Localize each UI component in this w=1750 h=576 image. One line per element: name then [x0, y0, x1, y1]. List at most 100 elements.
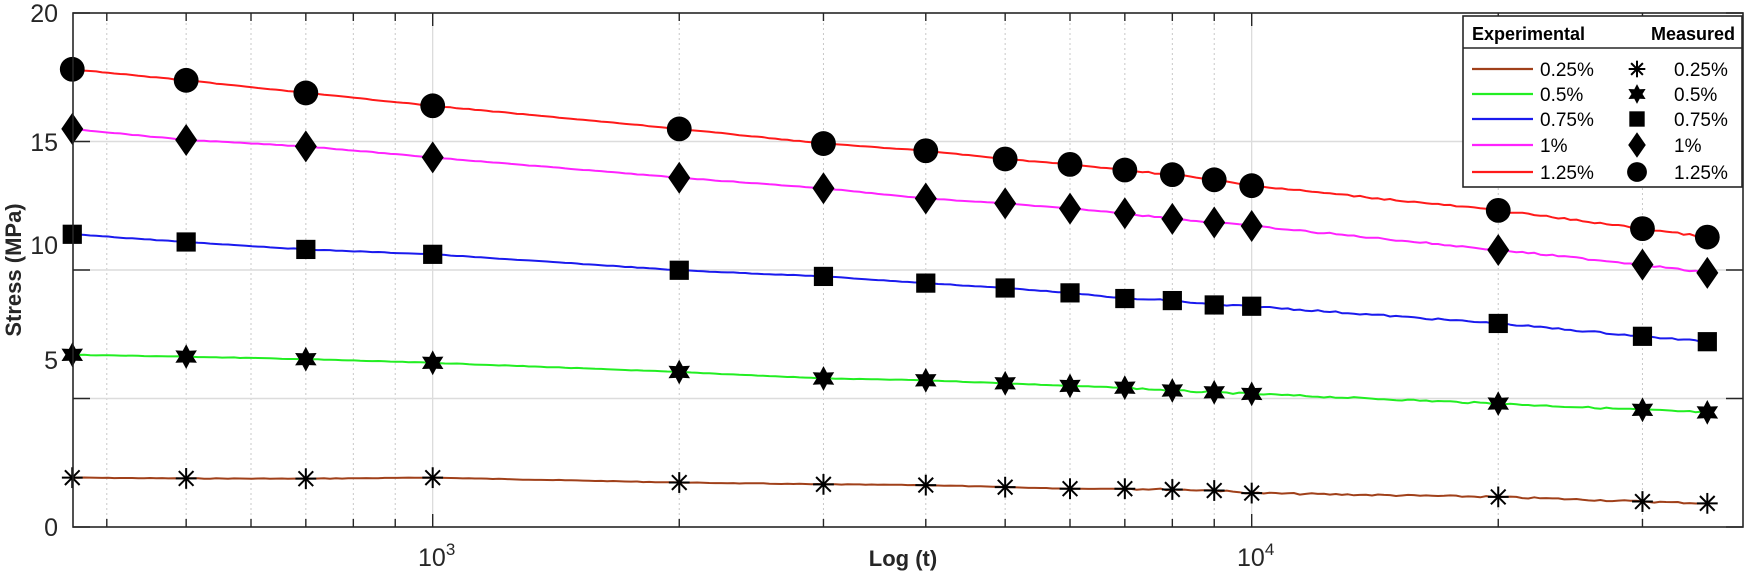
diamond-marker-icon — [1240, 210, 1263, 243]
hexagram-marker-icon — [1241, 381, 1263, 407]
hexagram-marker-icon — [668, 359, 690, 385]
square-marker-icon — [296, 239, 316, 260]
circle-marker-icon — [666, 116, 692, 142]
legend-exp-label: 0.75% — [1540, 110, 1594, 131]
legend-symbols — [1472, 60, 1647, 182]
asterisk-marker-icon — [1203, 480, 1225, 501]
asterisk-marker-icon — [1161, 479, 1183, 500]
circle-marker-icon — [1239, 173, 1265, 199]
hexagram-marker-icon — [1203, 379, 1225, 405]
square-marker-icon — [1204, 295, 1224, 315]
y-tick-label: 0 — [44, 514, 58, 542]
circle-marker-icon — [1694, 224, 1720, 250]
legend: Experimental Measured 0.25% 0.25% 0.5% 0… — [1462, 15, 1743, 188]
circle-marker-icon — [420, 93, 446, 119]
diamond-marker-icon — [175, 123, 198, 156]
square-marker-icon — [1629, 111, 1645, 127]
series-line-1 — [72, 127, 1708, 274]
legend-meas-label: 0.25% — [1674, 60, 1728, 81]
square-marker-icon — [1242, 296, 1262, 316]
legend-exp-label: 1.25% — [1540, 163, 1594, 184]
square-marker-icon — [423, 244, 443, 264]
x-tick-label-1e3: 103 — [418, 540, 455, 572]
asterisk-marker-icon — [994, 476, 1016, 498]
square-marker-icon — [1060, 283, 1080, 303]
asterisk-marker-icon — [1628, 60, 1646, 78]
diamond-marker-icon — [294, 130, 317, 163]
y-tick-label: 5 — [44, 347, 58, 375]
asterisk-marker-icon — [813, 473, 834, 495]
diamond-marker-icon — [994, 187, 1017, 220]
legend-header-measured: Measured — [1651, 24, 1735, 44]
hexagram-marker-icon — [1631, 397, 1654, 423]
y-tick-label: 20 — [30, 0, 58, 28]
diamond-marker-icon — [421, 141, 444, 174]
hexagram-marker-icon — [1696, 400, 1719, 425]
square-marker-icon — [176, 232, 196, 252]
hexagram-marker-icon — [812, 366, 835, 391]
asterisk-marker-icon — [1114, 478, 1136, 500]
circle-marker-icon — [913, 138, 939, 164]
circle-marker-icon — [1201, 167, 1227, 193]
circle-marker-icon — [1627, 162, 1647, 182]
hexagram-marker-icon — [175, 344, 197, 369]
circle-marker-icon — [293, 80, 319, 106]
diamond-marker-icon — [1059, 192, 1082, 225]
square-marker-icon — [1697, 332, 1717, 352]
square-marker-icon — [1632, 326, 1653, 346]
legend-rows: 0.25% 0.25% 0.5% 0.5% 0.75% 0.75% 1% 1% … — [1540, 60, 1728, 184]
square-marker-icon — [1162, 290, 1182, 311]
circle-marker-icon — [811, 131, 836, 156]
hexagram-marker-icon — [1487, 391, 1509, 416]
series-line-05 — [72, 353, 1708, 414]
diamond-marker-icon — [1628, 132, 1646, 158]
circle-marker-icon — [173, 67, 199, 93]
x-axis-title: Log (t) — [869, 546, 937, 571]
asterisk-marker-icon — [1487, 486, 1509, 508]
y-tick-label: 15 — [30, 129, 58, 157]
diamond-marker-icon — [1487, 233, 1510, 266]
asterisk-marker-icon — [175, 468, 197, 489]
hexagram-marker-icon — [915, 367, 937, 393]
x-tick-labels: 103 104 — [418, 540, 1274, 572]
series-line-125 — [72, 68, 1708, 239]
legend-meas-label: 1% — [1674, 136, 1702, 157]
y-axis-title: Stress (MPa) — [1, 203, 26, 336]
legend-meas-label: 1.25% — [1674, 163, 1728, 184]
square-marker-icon — [1488, 313, 1508, 334]
asterisk-marker-icon — [295, 468, 317, 490]
series-lines — [72, 68, 1708, 505]
y-tick-labels: 0 5 10 15 20 — [30, 0, 58, 542]
circle-marker-icon — [992, 146, 1018, 172]
diamond-marker-icon — [1161, 202, 1184, 235]
hexagram-marker-icon — [1114, 375, 1136, 401]
circle-marker-icon — [1630, 216, 1655, 242]
circle-marker-icon — [1112, 157, 1138, 183]
series-line-075 — [72, 233, 1708, 343]
legend-exp-label: 0.25% — [1540, 60, 1594, 81]
square-marker-icon — [813, 266, 834, 287]
circle-marker-icon — [1159, 162, 1185, 188]
hexagram-marker-icon — [1059, 373, 1081, 399]
series-line-025 — [72, 476, 1708, 505]
asterisk-marker-icon — [1696, 492, 1718, 514]
axis-ticks — [73, 12, 1743, 528]
diamond-marker-icon — [1113, 197, 1136, 230]
square-marker-icon — [669, 260, 689, 280]
legend-meas-label: 0.75% — [1674, 110, 1728, 131]
hexagram-marker-icon — [1161, 378, 1184, 403]
diamond-marker-icon — [914, 182, 937, 215]
diamond-marker-icon — [1631, 248, 1654, 281]
hexagram-marker-icon — [1628, 84, 1646, 104]
asterisk-marker-icon — [422, 467, 444, 489]
asterisk-marker-icon — [1632, 491, 1653, 512]
square-marker-icon — [1115, 288, 1135, 309]
y-tick-label: 10 — [30, 232, 58, 260]
circle-marker-icon — [1057, 151, 1083, 177]
asterisk-marker-icon — [668, 472, 690, 493]
circle-marker-icon — [1485, 197, 1511, 223]
legend-box — [1462, 15, 1743, 188]
diamond-marker-icon — [812, 172, 835, 205]
legend-header-experimental: Experimental — [1472, 24, 1585, 44]
x-tick-label-1e4: 104 — [1237, 540, 1274, 572]
